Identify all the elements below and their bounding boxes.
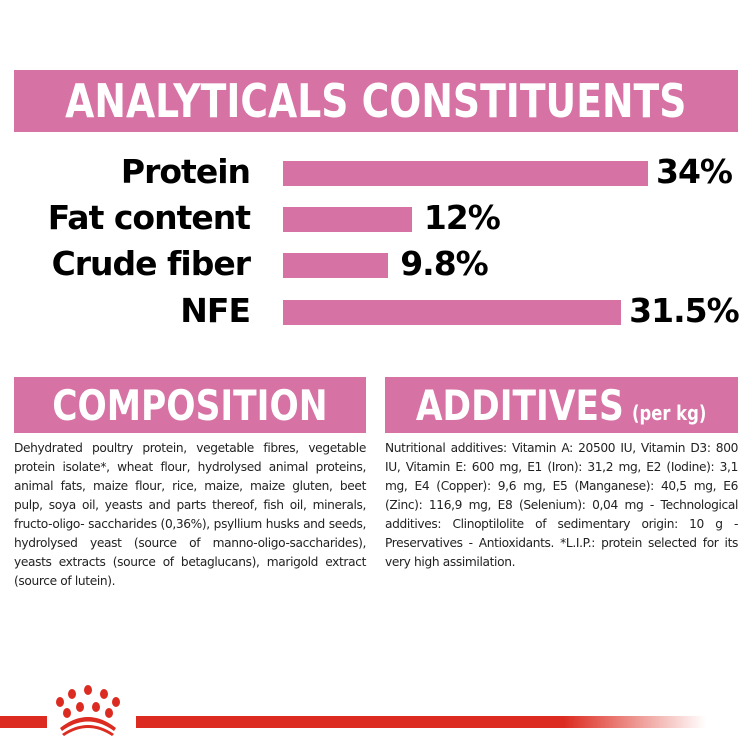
bar-label: NFE (180, 291, 251, 330)
bar (283, 253, 389, 278)
composition-title: COMPOSITION (52, 380, 328, 430)
footer-line-right (136, 716, 706, 728)
composition-text: Dehydrated poultry protein, vegetable fi… (14, 441, 366, 588)
crown-logo-icon (56, 685, 120, 736)
bar (283, 300, 622, 325)
bar-label: Crude fiber (51, 244, 251, 283)
bar-value-label: 9.8% (400, 244, 489, 283)
composition-header: COMPOSITION (14, 377, 366, 433)
additives-text: Nutritional additives: Vitamin A: 20500 … (385, 441, 738, 569)
bar-value-label: 34% (656, 152, 733, 191)
analyticals-header: ANALYTICALS CONSTITUENTS (14, 70, 738, 132)
bar (283, 161, 648, 186)
bar (283, 207, 412, 232)
analyticals-title: ANALYTICALS CONSTITUENTS (65, 74, 687, 128)
bar-value-label: 31.5% (629, 291, 739, 330)
bar-label: Fat content (47, 198, 251, 237)
footer-brand-line (0, 716, 706, 728)
additives-subtitle: (per kg) (632, 400, 707, 425)
additives-title: ADDITIVES (416, 380, 625, 430)
bar-value-label: 12% (423, 198, 501, 237)
additives-header: ADDITIVES (per kg) (385, 377, 738, 433)
bar-label: Protein (120, 152, 251, 191)
footer-line-left (0, 716, 47, 728)
